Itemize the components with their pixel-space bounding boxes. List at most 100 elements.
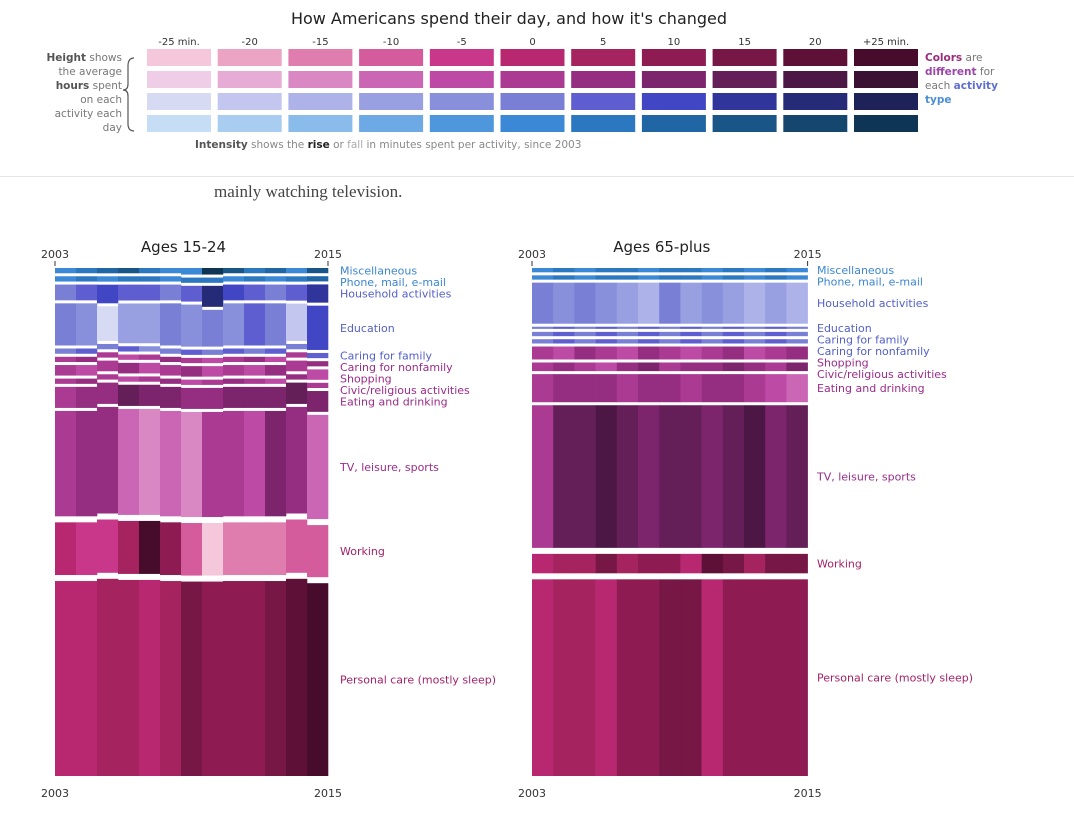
series-label: Caring for family: [817, 333, 910, 346]
x-end-label-bottom: 2015: [794, 787, 822, 800]
band-caring-for-nonfamily: [55, 356, 77, 363]
band-caring-for-nonfamily: [532, 339, 554, 344]
band-tv-leisure-sports: [265, 410, 287, 517]
legend-swatch-personal: [854, 49, 918, 66]
band-working: [722, 553, 745, 574]
legend-swatch-misc: [217, 115, 282, 132]
series-label: Miscellaneous: [340, 265, 417, 278]
band-civic-religious-activities: [765, 362, 787, 372]
legend-swatch-tv: [712, 71, 777, 88]
band-phone-mail-e-mail: [680, 275, 702, 280]
band-education: [532, 326, 554, 329]
band-working: [97, 519, 119, 573]
band-phone-mail-e-mail: [638, 275, 660, 280]
band-caring-for-family: [680, 331, 702, 337]
band-civic-religious-activities: [659, 362, 681, 372]
band-phone-mail-e-mail: [722, 275, 745, 280]
series-label: Household activities: [340, 288, 452, 301]
legend-scale-label: 0: [529, 37, 535, 48]
band-education: [76, 303, 98, 346]
band-caring-for-nonfamily: [223, 356, 245, 363]
series-label: Working: [340, 545, 385, 558]
band-phone-mail-e-mail: [553, 275, 575, 280]
band-household-activities: [701, 282, 724, 324]
band-caring-for-nonfamily: [744, 339, 766, 344]
band-personal-care-mostly-sleep-: [97, 578, 119, 776]
band-eating-and-drinking: [595, 374, 618, 403]
legend-swatch-personal: [500, 49, 565, 66]
band-tv-leisure-sports: [765, 405, 787, 548]
band-caring-for-family: [765, 331, 787, 337]
band-caring-for-family: [553, 331, 575, 337]
band-tv-leisure-sports: [97, 406, 119, 514]
band-education: [616, 326, 639, 329]
series-label: Civic/religious activities: [817, 368, 947, 381]
band-civic-religious-activities: [786, 362, 808, 372]
band-shopping: [765, 346, 787, 360]
band-caring-for-nonfamily: [786, 339, 808, 344]
band-shopping: [139, 362, 161, 374]
band-phone-mail-e-mail: [532, 275, 554, 280]
band-miscellaneous: [244, 268, 266, 274]
band-personal-care-mostly-sleep-: [616, 579, 639, 776]
legend-swatch-tv: [854, 71, 918, 88]
legend-swatch-household: [854, 93, 918, 110]
band-working: [701, 553, 724, 574]
band-civic-religious-activities: [139, 376, 161, 382]
band-education: [244, 303, 266, 346]
band-shopping: [118, 362, 140, 374]
band-tv-leisure-sports: [638, 405, 660, 548]
legend-swatch-misc: [712, 115, 777, 132]
section-divider: [0, 176, 1074, 177]
band-civic-religious-activities: [307, 382, 329, 389]
band-caring-for-nonfamily: [722, 339, 745, 344]
series-label: TV, leisure, sports: [816, 471, 916, 484]
band-eating-and-drinking: [659, 374, 681, 403]
band-eating-and-drinking: [181, 387, 203, 409]
band-household-activities: [97, 284, 119, 304]
band-education: [160, 303, 182, 346]
band-miscellaneous: [139, 268, 161, 274]
band-eating-and-drinking: [160, 386, 182, 408]
band-miscellaneous: [181, 268, 203, 275]
legend-swatch-tv: [288, 71, 353, 88]
band-caring-for-nonfamily: [160, 356, 182, 363]
band-education: [139, 303, 161, 344]
series-label: Miscellaneous: [817, 264, 894, 277]
band-education: [118, 303, 140, 344]
legend-swatch-personal: [712, 49, 777, 66]
legend-swatch-misc: [571, 115, 636, 132]
band-civic-religious-activities: [553, 362, 575, 372]
band-eating-and-drinking: [307, 391, 329, 412]
series-label: Shopping: [340, 373, 392, 386]
band-education: [181, 304, 203, 347]
band-caring-for-nonfamily: [680, 339, 702, 344]
band-miscellaneous: [638, 268, 660, 273]
legend-color-note: Colors are different for each activity t…: [925, 52, 998, 106]
band-civic-religious-activities: [744, 362, 766, 372]
band-working: [76, 522, 98, 576]
band-caring-for-nonfamily: [286, 352, 308, 358]
band-phone-mail-e-mail: [202, 277, 224, 283]
legend-swatch-household: [500, 93, 565, 110]
band-phone-mail-e-mail: [744, 275, 766, 280]
band-civic-religious-activities: [202, 379, 224, 385]
legend-scale-label: 10: [668, 37, 681, 48]
band-tv-leisure-sports: [595, 405, 618, 548]
band-miscellaneous: [574, 268, 596, 273]
band-household-activities: [574, 282, 596, 324]
band-household-activities: [786, 282, 808, 324]
band-education: [286, 303, 308, 341]
band-shopping: [265, 365, 287, 376]
legend-brace: [122, 57, 135, 132]
band-working: [595, 553, 618, 574]
band-household-activities: [553, 282, 575, 324]
band-household-activities: [307, 284, 329, 303]
band-eating-and-drinking: [532, 374, 554, 403]
band-miscellaneous: [659, 268, 681, 273]
x-start-label-bottom: 2003: [41, 787, 69, 800]
band-working: [118, 520, 140, 574]
band-household-activities: [595, 282, 618, 324]
band-working: [286, 519, 308, 573]
legend-scale-label: -5: [457, 37, 467, 48]
